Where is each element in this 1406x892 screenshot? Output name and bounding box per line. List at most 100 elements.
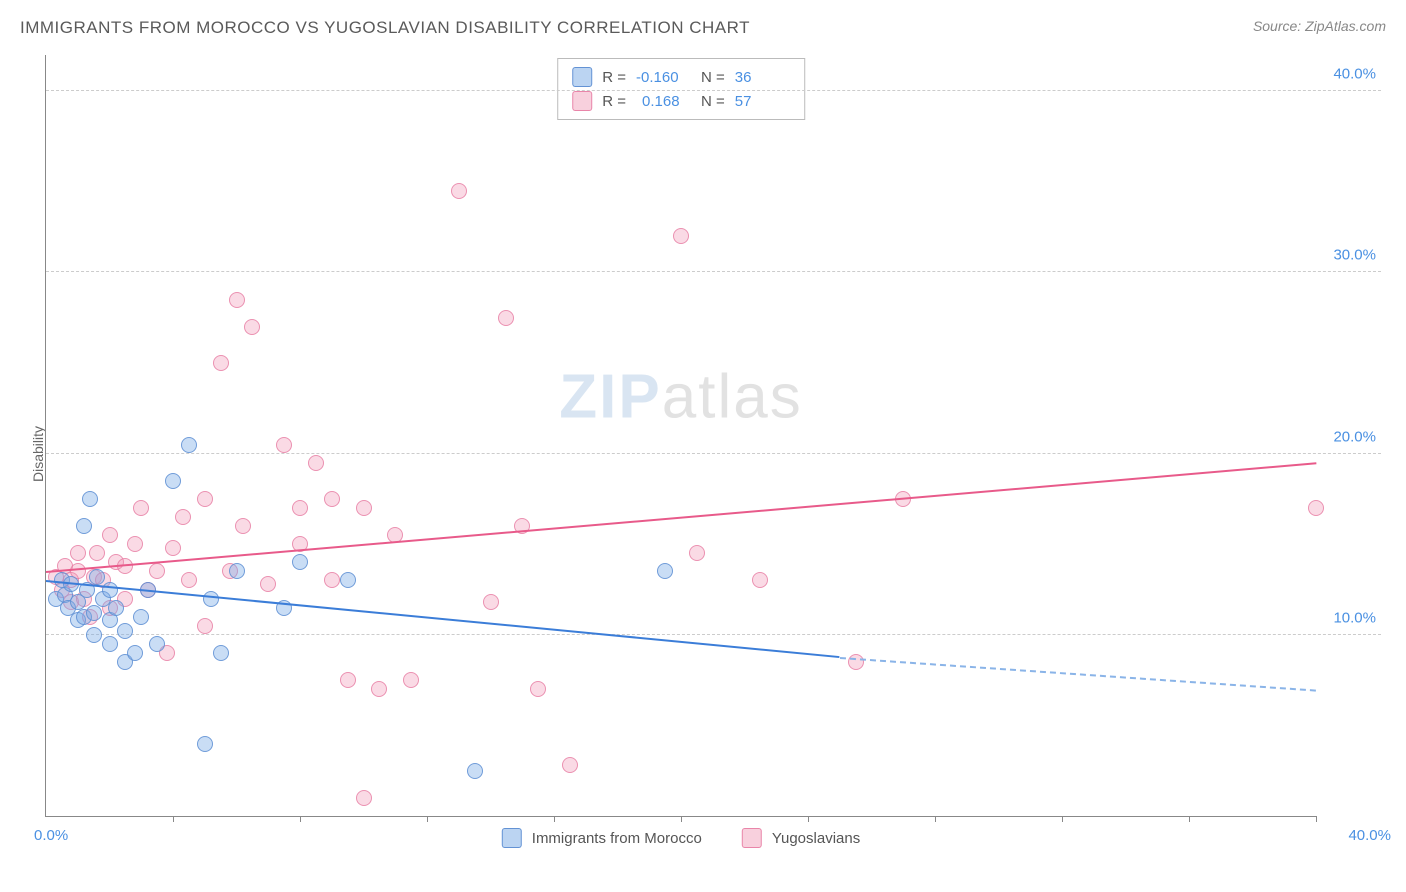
y-tick-label: 20.0% — [1333, 428, 1376, 445]
legend-row-yugoslavian: R = 0.168 N = 57 — [572, 89, 790, 113]
r-value-morocco: -0.160 — [636, 69, 691, 86]
data-point-morocco — [203, 591, 219, 607]
data-point-yugoslavian — [752, 572, 768, 588]
data-point-morocco — [108, 600, 124, 616]
trendline-yugoslavian — [46, 463, 1316, 574]
trendline-morocco-extrap — [840, 657, 1316, 692]
data-point-yugoslavian — [483, 594, 499, 610]
data-point-yugoslavian — [403, 672, 419, 688]
data-point-yugoslavian — [562, 757, 578, 773]
data-point-yugoslavian — [213, 355, 229, 371]
data-point-morocco — [86, 627, 102, 643]
y-axis-label: Disability — [30, 425, 46, 481]
data-point-morocco — [86, 605, 102, 621]
data-point-morocco — [117, 623, 133, 639]
legend-item-yugoslavian: Yugoslavians — [742, 828, 860, 848]
data-point-yugoslavian — [1308, 500, 1324, 516]
data-point-yugoslavian — [371, 681, 387, 697]
plot-area: ZIPatlas R = -0.160 N = 36 R = 0.168 N =… — [45, 55, 1316, 817]
data-point-yugoslavian — [324, 491, 340, 507]
data-point-yugoslavian — [133, 500, 149, 516]
swatch-pink — [572, 91, 592, 111]
data-point-yugoslavian — [324, 572, 340, 588]
x-tick — [554, 816, 555, 822]
data-point-yugoslavian — [356, 790, 372, 806]
data-point-morocco — [197, 736, 213, 752]
data-point-morocco — [181, 437, 197, 453]
y-tick-label: 10.0% — [1333, 609, 1376, 626]
data-point-yugoslavian — [451, 183, 467, 199]
data-point-yugoslavian — [530, 681, 546, 697]
chart-container: Disability ZIPatlas R = -0.160 N = 36 R … — [45, 55, 1381, 852]
data-point-yugoslavian — [356, 500, 372, 516]
swatch-blue — [572, 67, 592, 87]
x-max-label: 40.0% — [1348, 827, 1391, 844]
data-point-yugoslavian — [244, 319, 260, 335]
data-point-yugoslavian — [70, 545, 86, 561]
x-tick — [1316, 816, 1317, 822]
data-point-morocco — [76, 518, 92, 534]
correlation-legend: R = -0.160 N = 36 R = 0.168 N = 57 — [557, 58, 805, 120]
data-point-yugoslavian — [235, 518, 251, 534]
data-point-yugoslavian — [102, 527, 118, 543]
data-point-yugoslavian — [292, 500, 308, 516]
source-attribution: Source: ZipAtlas.com — [1253, 18, 1386, 34]
x-tick — [1062, 816, 1063, 822]
swatch-blue-icon — [502, 828, 522, 848]
series-legend: Immigrants from Morocco Yugoslavians — [502, 828, 860, 848]
x-tick — [173, 816, 174, 822]
data-point-yugoslavian — [165, 540, 181, 556]
x-tick — [427, 816, 428, 822]
swatch-pink-icon — [742, 828, 762, 848]
data-point-morocco — [213, 645, 229, 661]
r-value-yugoslavian: 0.168 — [636, 93, 691, 110]
gridline-h — [46, 271, 1381, 272]
data-point-yugoslavian — [175, 509, 191, 525]
data-point-morocco — [657, 563, 673, 579]
gridline-h — [46, 453, 1381, 454]
n-value-yugoslavian: 57 — [735, 93, 790, 110]
chart-title: IMMIGRANTS FROM MOROCCO VS YUGOSLAVIAN D… — [20, 18, 1386, 38]
data-point-morocco — [292, 554, 308, 570]
data-point-yugoslavian — [498, 310, 514, 326]
data-point-morocco — [89, 569, 105, 585]
data-point-yugoslavian — [308, 455, 324, 471]
y-tick-label: 30.0% — [1333, 247, 1376, 264]
n-value-morocco: 36 — [735, 69, 790, 86]
data-point-yugoslavian — [197, 618, 213, 634]
x-tick — [300, 816, 301, 822]
watermark: ZIPatlas — [559, 362, 802, 433]
legend-row-morocco: R = -0.160 N = 36 — [572, 65, 790, 89]
data-point-morocco — [340, 572, 356, 588]
x-tick — [808, 816, 809, 822]
data-point-morocco — [133, 609, 149, 625]
data-point-yugoslavian — [149, 563, 165, 579]
data-point-yugoslavian — [673, 228, 689, 244]
x-origin-label: 0.0% — [34, 827, 68, 844]
data-point-yugoslavian — [260, 576, 276, 592]
data-point-morocco — [149, 636, 165, 652]
x-tick — [1189, 816, 1190, 822]
data-point-morocco — [467, 763, 483, 779]
data-point-yugoslavian — [340, 672, 356, 688]
data-point-morocco — [82, 491, 98, 507]
data-point-morocco — [127, 645, 143, 661]
legend-item-morocco: Immigrants from Morocco — [502, 828, 702, 848]
y-tick-label: 40.0% — [1333, 66, 1376, 83]
data-point-yugoslavian — [181, 572, 197, 588]
data-point-morocco — [229, 563, 245, 579]
data-point-yugoslavian — [229, 292, 245, 308]
data-point-yugoslavian — [127, 536, 143, 552]
data-point-morocco — [165, 473, 181, 489]
data-point-morocco — [102, 582, 118, 598]
data-point-yugoslavian — [197, 491, 213, 507]
data-point-yugoslavian — [848, 654, 864, 670]
data-point-morocco — [102, 636, 118, 652]
data-point-yugoslavian — [89, 545, 105, 561]
gridline-h — [46, 634, 1381, 635]
data-point-yugoslavian — [689, 545, 705, 561]
data-point-yugoslavian — [276, 437, 292, 453]
gridline-h — [46, 90, 1381, 91]
x-tick — [681, 816, 682, 822]
x-tick — [935, 816, 936, 822]
